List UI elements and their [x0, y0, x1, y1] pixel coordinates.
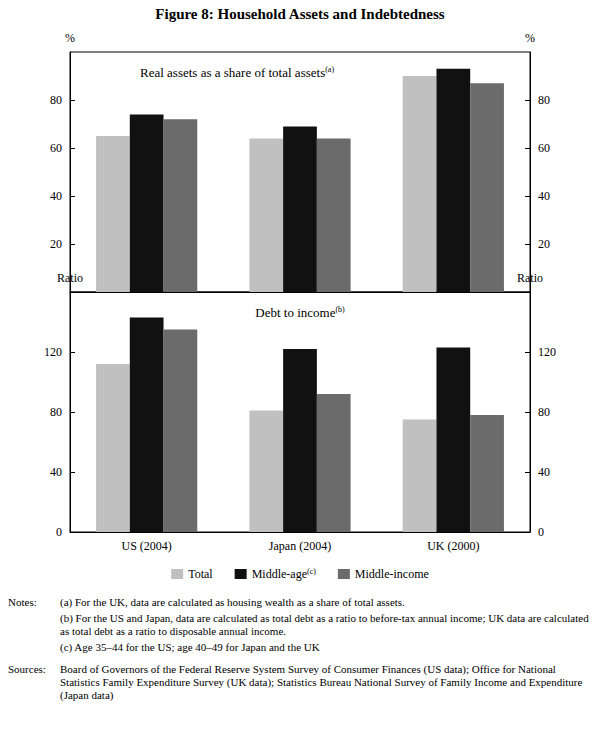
svg-text:40: 40: [538, 465, 550, 479]
html-text:Notes:: Notes:: [8, 596, 37, 608]
svg-text:Ratio: Ratio: [517, 271, 543, 285]
svg-text:%: %: [525, 31, 535, 45]
html-text:(a) For the UK, data are calcu: (a) For the UK, data are calculated as h…: [60, 596, 405, 608]
svg-text:80: 80: [538, 405, 550, 419]
svg-text:Middle-age: Middle-age: [252, 567, 307, 581]
svg-text:Japan (2004): Japan (2004): [269, 539, 331, 553]
svg-text:120: 120: [44, 345, 62, 359]
html-text:(b) For the US and Japan, data: (b) For the US and Japan, data are calcu…: [60, 612, 589, 637]
svg-text:UK (2000): UK (2000): [427, 539, 479, 553]
svg-text:(a): (a): [325, 65, 334, 74]
svg-text:%: %: [65, 31, 75, 45]
svg-text:Total: Total: [188, 567, 213, 581]
html-text:(c) Age 35–44 for the US; age: (c) Age 35–44 for the US; age 40–49 for …: [60, 641, 320, 653]
svg-text:20: 20: [50, 237, 62, 251]
svg-text:80: 80: [538, 93, 550, 107]
svg-text:Ratio: Ratio: [57, 271, 83, 285]
svg-text:Debt to income: Debt to income: [255, 305, 335, 320]
svg-text:US (2004): US (2004): [121, 539, 171, 553]
svg-text:60: 60: [538, 141, 550, 155]
svg-text:0: 0: [56, 525, 62, 539]
svg-text:Middle-income: Middle-income: [355, 567, 429, 581]
html-text:Sources:: Sources:: [8, 663, 46, 675]
svg-text:80: 80: [50, 93, 62, 107]
svg-text:80: 80: [50, 405, 62, 419]
html-text:Board of Governors of the Fede: Board of Governors of the Federal Reserv…: [60, 663, 583, 701]
svg-text:120: 120: [538, 345, 556, 359]
svg-text:20: 20: [538, 237, 550, 251]
svg-text:(c): (c): [307, 567, 316, 576]
html-text:Figure 8: Household Assets and: Figure 8: Household Assets and Indebtedn…: [155, 6, 445, 22]
svg-text:40: 40: [538, 189, 550, 203]
svg-text:40: 40: [50, 465, 62, 479]
svg-text:0: 0: [538, 525, 544, 539]
svg-text:(b): (b): [335, 305, 345, 314]
svg-text:Real assets as a share of tota: Real assets as a share of total assets: [140, 65, 325, 80]
svg-text:40: 40: [50, 189, 62, 203]
svg-text:60: 60: [50, 141, 62, 155]
